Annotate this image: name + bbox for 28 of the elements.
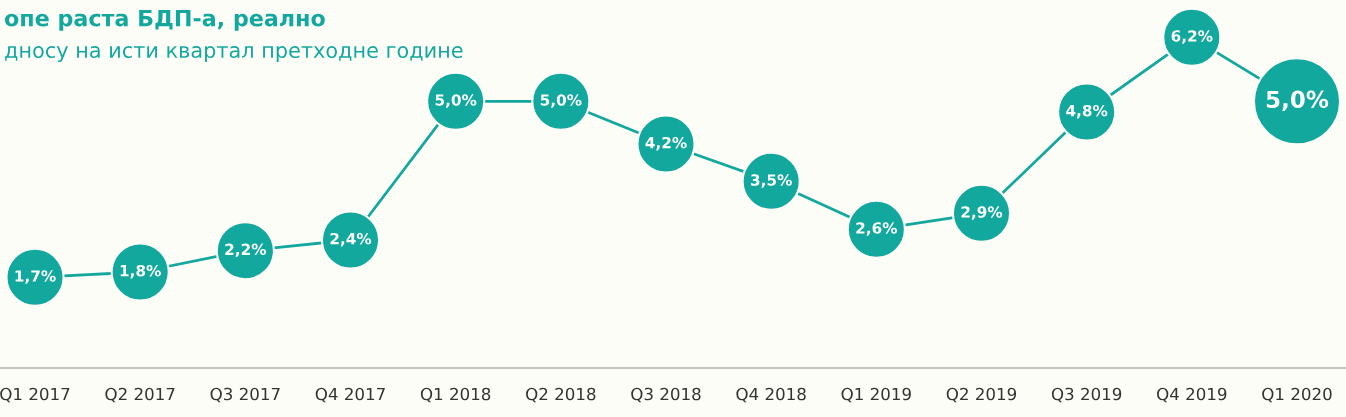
x-tick-label: Q1 2018 — [420, 387, 491, 403]
x-tick-label: Q2 2019 — [946, 387, 1017, 403]
data-label: 4,2% — [645, 136, 687, 151]
x-tick-label: Q2 2018 — [526, 387, 596, 403]
data-label: 1,7% — [15, 270, 56, 284]
x-tick-label: Q2 2017 — [105, 387, 175, 403]
data-label: 5,0% — [435, 94, 477, 108]
x-tick-label: Q4 2019 — [1157, 387, 1227, 403]
x-tick-label: Q1 2019 — [841, 387, 911, 403]
data-label: 2,2% — [225, 243, 267, 258]
data-label: 2,6% — [856, 222, 898, 236]
x-tick-label: Q3 2017 — [210, 387, 280, 403]
x-tick-label: Q1 2020 — [1262, 387, 1332, 403]
x-tick-label: Q4 2017 — [315, 387, 385, 403]
chart-title: опе раста БДП-а, реално — [4, 9, 325, 31]
data-label: 2,9% — [961, 206, 1003, 220]
data-label: 1,8% — [120, 264, 161, 279]
x-tick-label: Q4 2018 — [736, 387, 806, 403]
data-label: 5,0% — [1266, 90, 1329, 111]
x-tick-label: Q3 2019 — [1051, 387, 1122, 403]
data-label: 5,0% — [540, 94, 582, 108]
data-label: 3,5% — [751, 174, 792, 188]
data-label: 2,4% — [330, 232, 372, 247]
data-label: 6,2% — [1171, 30, 1213, 44]
x-tick-label: Q1 2017 — [0, 387, 70, 403]
text: дносу на исти квартал претходне године — [5, 46, 463, 63]
data-label: 4,8% — [1066, 104, 1108, 119]
x-tick-label: Q3 2018 — [631, 387, 701, 403]
